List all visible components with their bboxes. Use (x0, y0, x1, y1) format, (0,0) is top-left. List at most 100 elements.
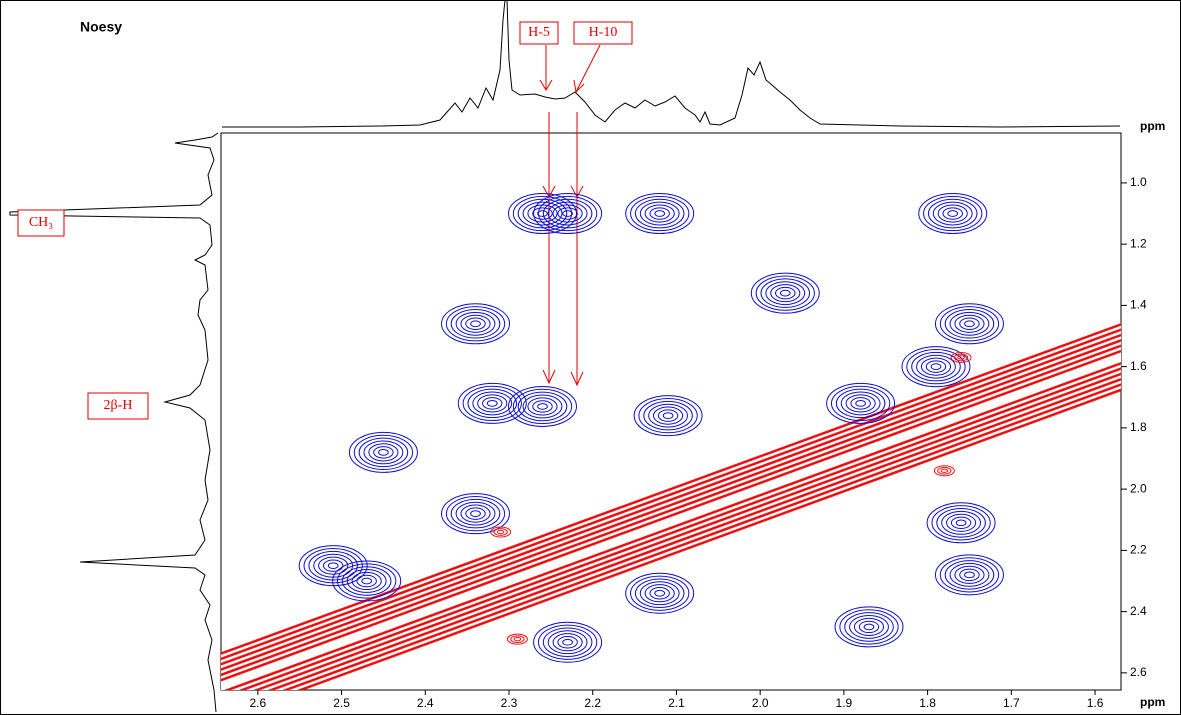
contour (625, 572, 695, 614)
contour (933, 465, 955, 477)
positive-peak (348, 431, 418, 473)
contour (920, 357, 952, 376)
contour (940, 468, 949, 473)
diagonal-contour (221, 352, 1121, 690)
contour (460, 314, 491, 333)
positive-peak (934, 554, 1004, 596)
contour (455, 311, 496, 336)
contour (775, 286, 796, 300)
x-tick-label: 1.7 (1003, 696, 1020, 710)
contour (925, 360, 947, 373)
annotation-box (573, 21, 633, 45)
x-tick-label: 1.6 (1087, 696, 1104, 710)
contour (834, 606, 904, 648)
contour (946, 513, 977, 532)
contour (934, 303, 1004, 345)
contour (953, 353, 969, 362)
contour (522, 201, 563, 226)
x-tick-label: 2.5 (333, 696, 350, 710)
y-tick-label: 1.4 (1130, 298, 1147, 312)
contour (923, 195, 983, 232)
positive-peak (826, 382, 896, 424)
contour (927, 198, 978, 229)
positive-peak (934, 303, 1004, 345)
contour (855, 400, 866, 407)
contour (779, 289, 791, 297)
contour (358, 437, 409, 468)
contour (630, 195, 690, 232)
contour (639, 581, 680, 606)
contour (765, 281, 806, 306)
contour (533, 621, 603, 663)
positive-peak (901, 346, 971, 388)
contour (954, 314, 985, 333)
contour (639, 201, 680, 226)
contour (512, 195, 573, 232)
contour (926, 502, 996, 544)
x-tick-label: 2.0 (752, 696, 769, 710)
contour (845, 394, 876, 413)
y-tick-label: 2.6 (1130, 665, 1147, 679)
contour (308, 550, 358, 581)
y-axis-label: ppm (1140, 119, 1165, 133)
contour (638, 397, 698, 434)
contour (750, 272, 820, 314)
annotations: H-5 H-10 CH₃ 2β-H (17, 21, 633, 420)
contour (901, 346, 971, 388)
annotation: CH₃ (29, 215, 53, 230)
x-tick-label: 1.9 (836, 696, 853, 710)
left-projection (9, 132, 219, 713)
contour (542, 198, 593, 229)
contour (313, 553, 354, 578)
contour (835, 388, 886, 419)
positive-peak (441, 303, 511, 345)
contour (941, 510, 982, 535)
contour (356, 574, 377, 588)
contour (547, 630, 588, 655)
contour (445, 495, 506, 532)
annotation: 2β-H (104, 398, 133, 413)
negative-peak (950, 351, 972, 363)
contour (947, 210, 959, 217)
contour (332, 560, 402, 602)
annotation-box (17, 209, 65, 237)
contour (457, 382, 527, 424)
contour (964, 320, 975, 328)
y-tick-label: 2.4 (1130, 604, 1147, 618)
contour (346, 569, 387, 593)
contour (657, 409, 679, 422)
contour (327, 562, 339, 570)
positive-peak (533, 621, 603, 663)
contour (507, 193, 577, 235)
contour (537, 210, 548, 217)
contour (826, 382, 896, 424)
contour (936, 508, 986, 538)
positive-peak (625, 193, 695, 235)
diagonal (221, 323, 1121, 690)
contour (630, 575, 690, 611)
contour (911, 351, 961, 382)
contour (853, 617, 885, 636)
contour (472, 391, 513, 416)
contour (318, 556, 349, 575)
annotation: H-10 (589, 25, 618, 40)
plot-area (221, 193, 1121, 690)
contour (944, 560, 995, 590)
x-tick-label: 2.6 (249, 696, 266, 710)
contour (341, 566, 392, 596)
contour (918, 193, 988, 235)
negative-peak (933, 465, 955, 477)
x-tick-label: 2.1 (668, 696, 685, 710)
x-tick-label: 2.2 (584, 696, 601, 710)
contour (363, 440, 404, 465)
contour (368, 443, 399, 462)
top-projection (222, 0, 1121, 128)
contour (562, 638, 573, 646)
contour (634, 198, 685, 229)
contour (654, 589, 666, 597)
contour (527, 397, 558, 416)
contour (348, 431, 418, 473)
x-tick-label: 2.4 (417, 696, 434, 710)
positive-peak (926, 502, 996, 544)
